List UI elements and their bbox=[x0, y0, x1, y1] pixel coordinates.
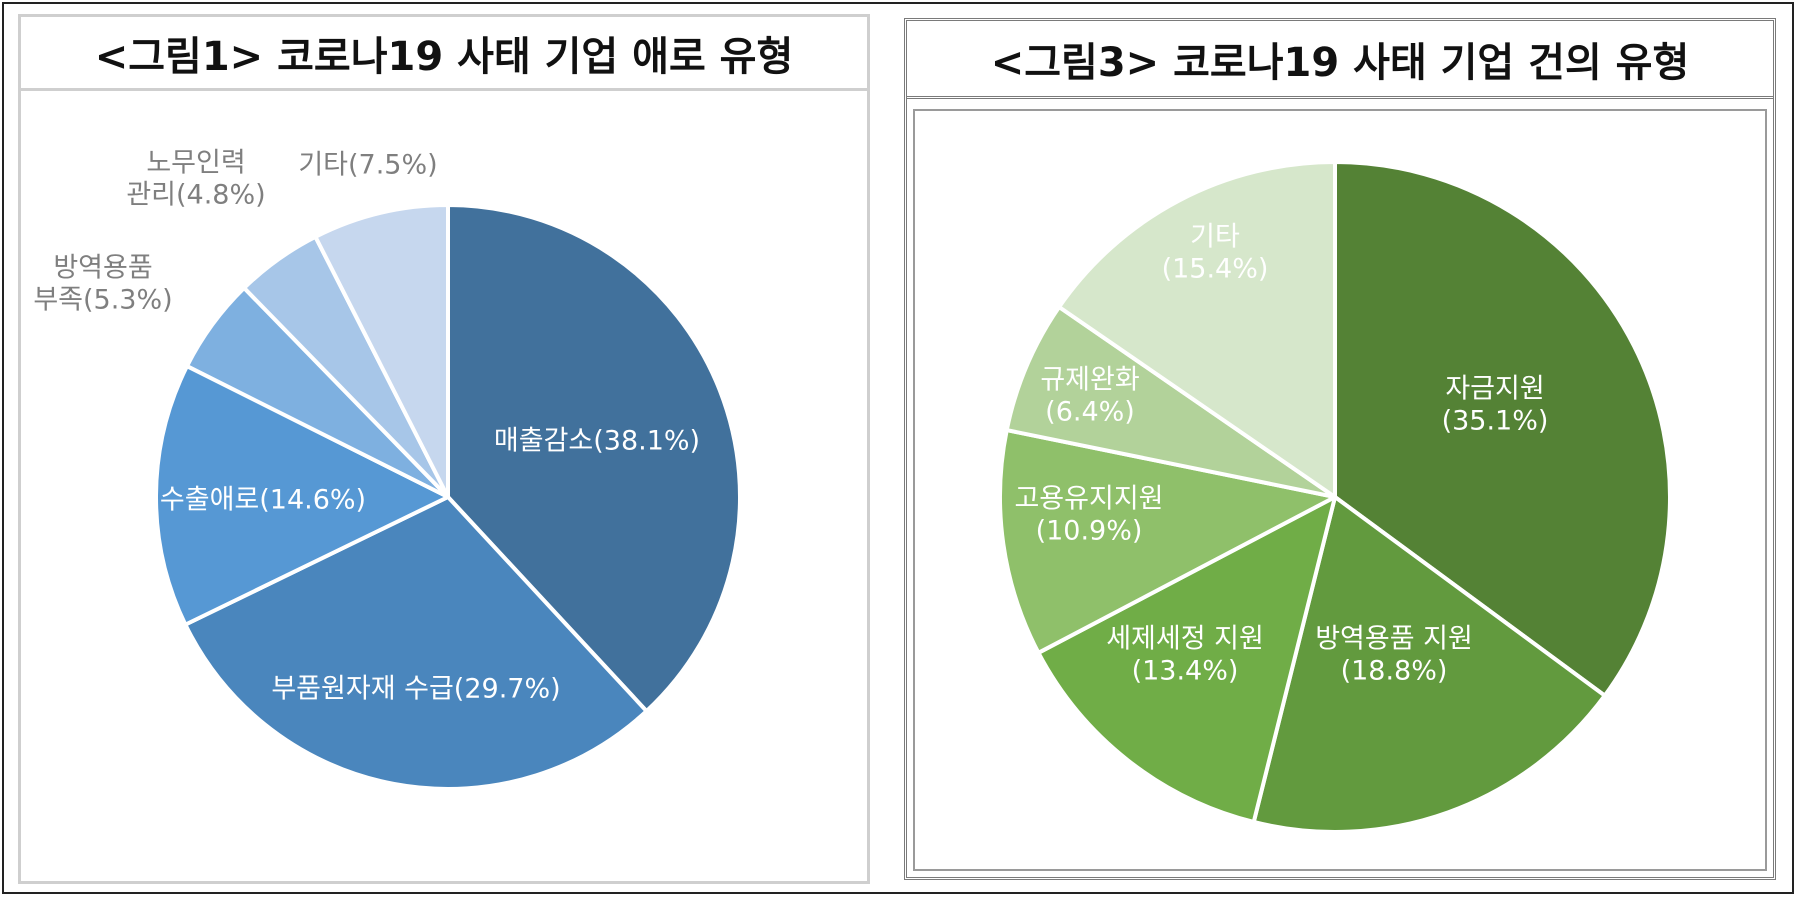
slice-label: 부품원자재 수급(29.7%) bbox=[271, 673, 560, 704]
slice-label: 자금지원 (35.1%) bbox=[1442, 373, 1549, 436]
slice-label: 방역용품 지원 (18.8%) bbox=[1315, 623, 1473, 686]
slice-label: 고용유지지원 (10.9%) bbox=[1014, 483, 1163, 546]
pie-slice bbox=[313, 203, 450, 499]
chart-title-1: <그림1> 코로나19 사태 기업 애로 유형 bbox=[21, 17, 867, 91]
pie-slice bbox=[1251, 495, 1607, 834]
slice-label: 방역용품 부족(5.3%) bbox=[33, 252, 172, 315]
pie-slice bbox=[1057, 160, 1337, 499]
pie-2: 자금지원 (35.1%) 방역용품 지원 (18.8%) 세제세정 지원 (13.4%) 고… bbox=[998, 160, 1672, 834]
slice-label: 노무인력 관리(4.8%) bbox=[126, 147, 265, 210]
chart-title-3: <그림3> 코로나19 사태 기업 건의 유형 bbox=[907, 21, 1773, 99]
pie-slice bbox=[1333, 160, 1672, 698]
pie-slice bbox=[154, 364, 450, 627]
chart-plot-frame-3 bbox=[913, 109, 1767, 871]
slice-label: 기타 (15.4%) bbox=[1162, 221, 1269, 284]
slice-label: 수출애로(14.6%) bbox=[160, 484, 366, 515]
pie-1: 매출감소(38.1%) 부품원자재 수급(29.7%) 수출애로(14.6%) 방역용… bbox=[33, 147, 742, 791]
pie-slice bbox=[446, 203, 742, 714]
slice-label: 규제완화 (6.4%) bbox=[1040, 364, 1139, 427]
slice-label: 매출감소(38.1%) bbox=[494, 425, 700, 456]
pie-slice bbox=[1036, 495, 1337, 824]
slice-label: 세제세정 지원 (13.4%) bbox=[1106, 623, 1264, 686]
pie-slice bbox=[1004, 304, 1337, 499]
slice-label: 기타(7.5%) bbox=[298, 149, 437, 180]
pie-slice bbox=[998, 428, 1337, 655]
